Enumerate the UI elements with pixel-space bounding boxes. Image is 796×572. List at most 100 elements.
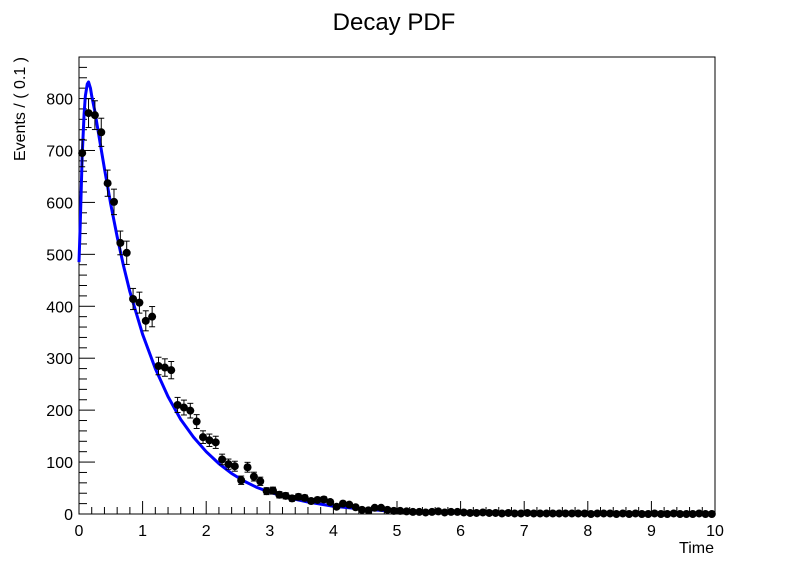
- data-point: [243, 461, 252, 473]
- data-point: [459, 508, 468, 517]
- data-point: [167, 361, 176, 380]
- data-point: [275, 490, 284, 499]
- data-point: [580, 509, 589, 518]
- data-point: [421, 508, 430, 517]
- x-tick-label: 5: [393, 523, 402, 540]
- data-point: [364, 506, 373, 515]
- y-axis-label: Events / ( 0.1 ): [12, 57, 29, 161]
- data-point: [224, 458, 233, 470]
- data-point: [555, 509, 564, 518]
- data-point: [338, 499, 347, 508]
- data-point: [402, 507, 411, 516]
- data-point: [370, 503, 379, 512]
- data-point: [345, 500, 354, 509]
- plot-frame: [78, 56, 716, 515]
- data-point: [542, 509, 551, 518]
- data-point: [389, 506, 398, 515]
- data-point: [262, 487, 271, 496]
- data-point: [332, 502, 341, 511]
- y-tick-label: 300: [46, 351, 73, 368]
- x-tick-label: 3: [265, 523, 274, 540]
- data-point: [599, 509, 608, 518]
- data-point: [644, 510, 653, 518]
- data-point: [485, 508, 494, 517]
- data-point: [517, 509, 526, 518]
- x-tick-label: 6: [456, 523, 465, 540]
- data-point: [186, 402, 195, 419]
- data-point: [561, 509, 570, 518]
- data-point: [396, 506, 405, 515]
- data-point: [249, 471, 258, 482]
- data-point: [377, 503, 386, 512]
- data-point: [237, 475, 246, 485]
- x-tick-label: 4: [329, 523, 338, 540]
- data-point: [669, 509, 678, 518]
- data-point: [192, 414, 201, 429]
- data-point: [676, 510, 685, 518]
- data-point: [688, 510, 697, 518]
- data-point: [116, 230, 125, 256]
- data-point: [319, 495, 328, 504]
- data-point: [84, 98, 93, 129]
- y-tick-label: 400: [46, 299, 73, 316]
- data-point: [497, 509, 506, 518]
- data-point: [383, 505, 392, 514]
- data-point: [510, 509, 519, 518]
- data-point: [574, 509, 583, 518]
- data-point: [90, 100, 99, 131]
- data-point: [707, 510, 716, 518]
- data-point: [179, 399, 188, 416]
- data-point: [135, 291, 144, 314]
- data-point: [256, 476, 265, 486]
- data-point: [612, 510, 621, 518]
- x-tick-label: 0: [75, 523, 84, 540]
- data-point: [695, 509, 704, 518]
- data-point: [97, 117, 106, 147]
- data-point: [434, 507, 443, 516]
- data-points-layer: [78, 98, 716, 518]
- data-point: [294, 492, 303, 501]
- data-point: [141, 310, 150, 332]
- data-point: [300, 493, 309, 502]
- data-point: [148, 306, 157, 328]
- data-point: [218, 453, 227, 466]
- y-tick-label: 100: [46, 455, 73, 472]
- chart-title: Decay PDF: [333, 9, 456, 36]
- x-tick-label: 10: [706, 523, 724, 540]
- data-point: [478, 508, 487, 517]
- data-point: [567, 509, 576, 518]
- data-point: [625, 510, 634, 518]
- data-point: [173, 396, 182, 413]
- data-point: [160, 358, 169, 377]
- data-point: [523, 508, 532, 517]
- y-tick-label: 600: [46, 195, 73, 212]
- data-point: [472, 508, 481, 517]
- fit-curve-layer: [77, 80, 716, 516]
- data-point: [701, 510, 710, 518]
- data-point: [415, 507, 424, 516]
- data-point: [351, 503, 360, 512]
- y-tick-label: 500: [46, 247, 73, 264]
- x-axis-label: Time: [679, 540, 714, 557]
- fit-curve: [77, 80, 716, 516]
- data-point: [230, 460, 239, 472]
- data-point: [109, 188, 118, 216]
- data-point: [637, 510, 646, 518]
- data-point: [288, 494, 297, 503]
- data-point: [656, 510, 665, 518]
- data-point: [268, 486, 277, 495]
- data-point: [408, 507, 417, 516]
- data-point: [281, 491, 290, 500]
- data-point: [326, 498, 335, 507]
- data-point: [491, 508, 500, 517]
- x-tick-label: 9: [647, 523, 656, 540]
- data-point: [78, 138, 87, 168]
- data-point: [682, 510, 691, 518]
- data-point: [618, 509, 627, 518]
- x-tick-label: 1: [138, 523, 147, 540]
- data-point: [154, 356, 163, 376]
- data-point: [586, 510, 595, 518]
- y-tick-label: 0: [64, 507, 73, 524]
- data-point: [606, 509, 615, 518]
